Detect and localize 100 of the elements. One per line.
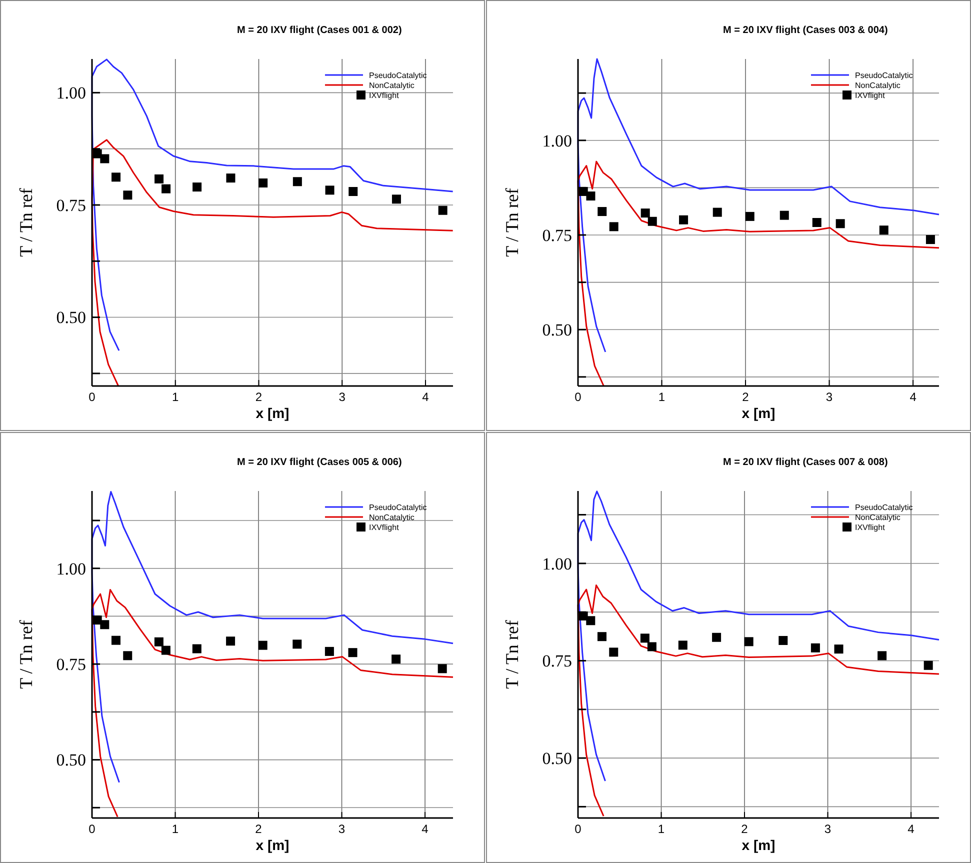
y-tick-label: 0.50	[56, 750, 86, 770]
point	[586, 616, 596, 626]
x-tick-label: 0	[88, 822, 96, 836]
point	[226, 174, 236, 183]
x-tick-label: 3	[338, 822, 346, 836]
point	[392, 654, 401, 664]
legend-label: IXVflight	[855, 522, 886, 532]
y-tick-label: 0.50	[56, 308, 86, 328]
line-series	[577, 490, 940, 782]
x-tick-label: 1	[658, 390, 666, 404]
point	[324, 646, 334, 656]
legend-label: IXVflight	[369, 522, 400, 532]
point	[292, 640, 302, 649]
x-axis-title: x [m]	[742, 405, 776, 421]
point	[609, 648, 618, 657]
point	[123, 190, 132, 200]
point	[100, 154, 110, 164]
point	[778, 636, 788, 645]
y-axis-title: T / Tn ref	[16, 188, 36, 257]
legend-label: PseudoCatalytic	[855, 70, 913, 80]
point	[111, 636, 120, 645]
point	[678, 640, 688, 650]
point	[745, 212, 754, 221]
point	[161, 646, 170, 655]
x-tick-label: 2	[742, 390, 750, 404]
legend-label: NonCatalytic	[855, 512, 900, 522]
x-tick-label: 4	[422, 390, 430, 404]
x-tick-label: 3	[826, 390, 833, 404]
point	[744, 637, 754, 646]
chart-title: M = 20 IXV flight (Cases 005 & 006)	[237, 457, 402, 468]
x-tick-label: 0	[574, 822, 582, 836]
point	[586, 192, 596, 201]
point	[598, 207, 607, 216]
x-tick-label: 2	[255, 822, 262, 836]
line-series	[577, 58, 940, 353]
legend-label: NonCatalytic	[369, 80, 414, 90]
point	[292, 177, 302, 186]
point	[648, 216, 657, 226]
y-tick-label: 1.00	[542, 131, 572, 150]
point	[258, 640, 268, 650]
legend-label: NonCatalytic	[855, 80, 900, 90]
point	[640, 634, 650, 643]
x-tick-label: 3	[824, 822, 832, 836]
point	[392, 194, 401, 204]
y-axis-title: T / Tn ref	[502, 188, 522, 257]
x-tick-label: 1	[172, 390, 180, 404]
point	[924, 660, 933, 670]
point	[438, 206, 448, 215]
legend-label: PseudoCatalytic	[369, 70, 427, 80]
x-tick-label: 1	[172, 822, 179, 836]
point	[878, 651, 887, 660]
point	[609, 222, 618, 232]
point	[640, 208, 650, 218]
legend-label: PseudoCatalytic	[855, 502, 913, 512]
x-tick-label: 4	[422, 822, 429, 836]
y-tick-label: 1.00	[542, 554, 572, 574]
point	[438, 664, 447, 674]
point	[100, 620, 110, 630]
point	[348, 187, 358, 196]
y-tick-label: 0.75	[56, 655, 86, 674]
point	[192, 644, 202, 654]
legend-label: NonCatalytic	[369, 512, 414, 522]
x-tick-label: 0	[574, 390, 582, 404]
x-axis-title: x [m]	[742, 837, 776, 853]
point	[926, 235, 935, 244]
point	[834, 644, 844, 654]
chart-title: M = 20 IXV flight (Cases 001 & 002)	[237, 25, 402, 36]
point	[325, 186, 334, 195]
legend-label: PseudoCatalytic	[369, 502, 427, 512]
y-tick-label: 0.75	[542, 226, 572, 245]
point	[810, 643, 820, 652]
point	[812, 218, 822, 227]
y-tick-label: 1.00	[56, 84, 86, 103]
point	[258, 178, 268, 188]
x-tick-label: 2	[741, 822, 748, 836]
y-tick-label: 0.75	[542, 652, 572, 671]
point	[879, 226, 888, 235]
point	[712, 632, 722, 642]
point	[348, 648, 358, 658]
y-tick-label: 0.50	[542, 320, 572, 340]
point	[154, 174, 164, 184]
y-axis-title: T / Tn ref	[16, 620, 36, 689]
point	[162, 184, 171, 194]
y-tick-label: 0.50	[542, 749, 572, 768]
chart-title: M = 20 IXV flight (Cases 003 & 004)	[723, 25, 888, 36]
x-tick-label: 3	[338, 390, 346, 404]
x-axis-title: x [m]	[256, 405, 290, 421]
line-series	[91, 491, 454, 784]
x-tick-label: 0	[88, 390, 96, 404]
y-axis-title: T / Tn ref	[502, 620, 522, 689]
legend-label: IXVflight	[855, 90, 886, 100]
x-axis-title: x [m]	[256, 837, 290, 853]
x-tick-label: 1	[658, 822, 665, 836]
point	[597, 632, 606, 642]
point	[123, 651, 132, 660]
point	[679, 215, 688, 224]
point	[712, 208, 722, 217]
x-tick-label: 4	[908, 822, 915, 836]
legend-label: IXVflight	[369, 90, 400, 100]
point	[647, 642, 656, 652]
